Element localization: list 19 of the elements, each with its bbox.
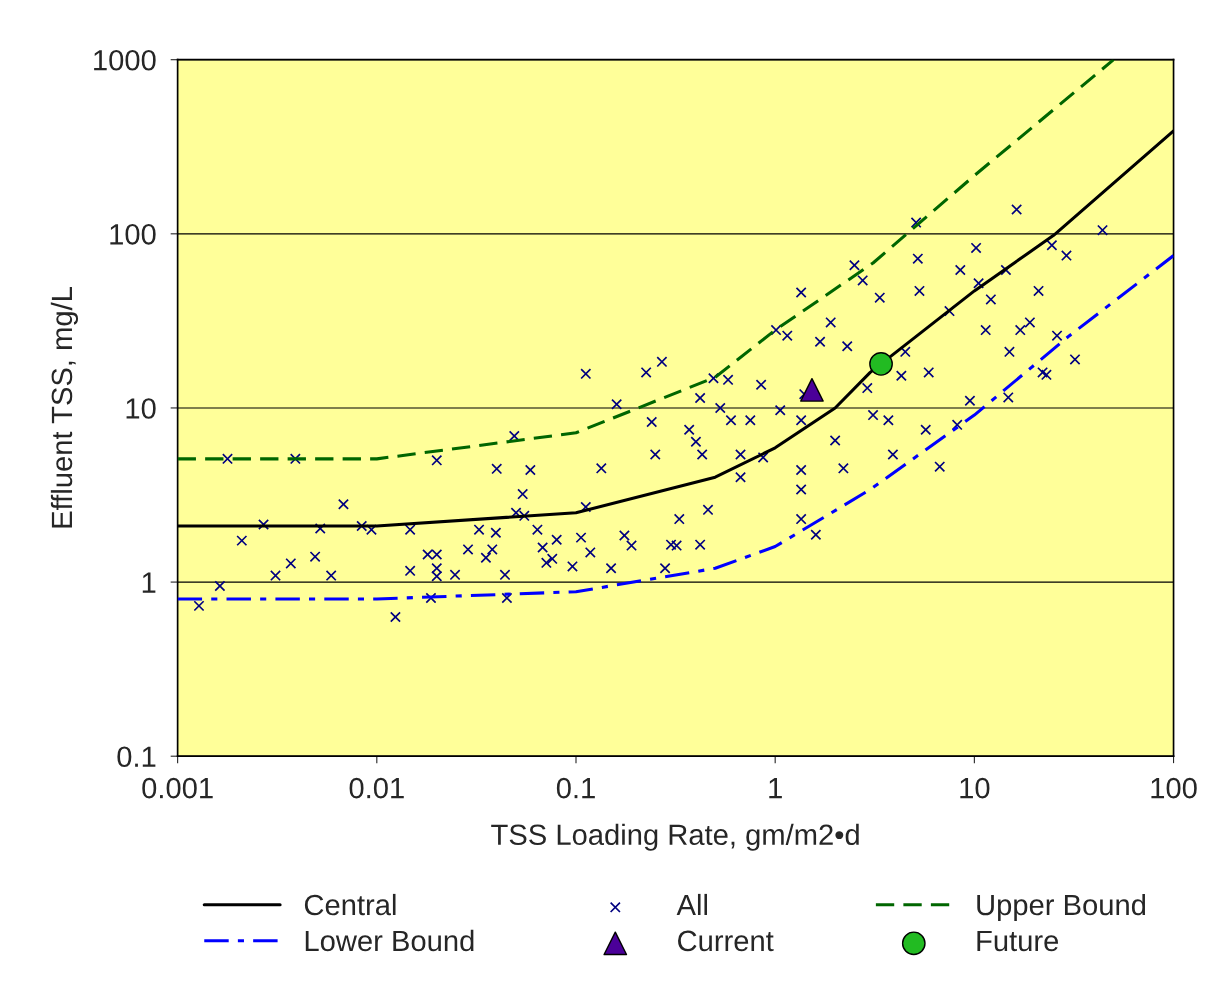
legend-label: Current xyxy=(678,930,774,952)
x-tick-label: 100 xyxy=(1151,777,1197,799)
legend-label: Lower Bound xyxy=(305,929,474,952)
x-axis-title: TSS Loading Rate, gm/m2•d xyxy=(491,823,859,851)
x-tick-label: 0.001 xyxy=(142,777,213,799)
legend-label: Future xyxy=(977,930,1059,952)
y-tick-label: 1000 xyxy=(94,49,156,71)
x-tick-label: 0.1 xyxy=(556,777,595,799)
y-axis-title: Effluent TSS, mg/L xyxy=(50,287,79,528)
legend-label: All xyxy=(676,893,708,916)
y-tick-label: 100 xyxy=(110,224,156,245)
x-tick-label: 1 xyxy=(769,778,782,799)
x-tick-label: 10 xyxy=(960,777,990,799)
legend-label: Central xyxy=(304,893,396,916)
legend-label: Upper Bound xyxy=(977,893,1146,922)
y-tick-label: 1 xyxy=(142,572,156,593)
y-tick-label: 10 xyxy=(126,398,156,419)
y-tick-label: 0.1 xyxy=(117,746,156,768)
x-tick-label: 0.01 xyxy=(349,777,404,799)
